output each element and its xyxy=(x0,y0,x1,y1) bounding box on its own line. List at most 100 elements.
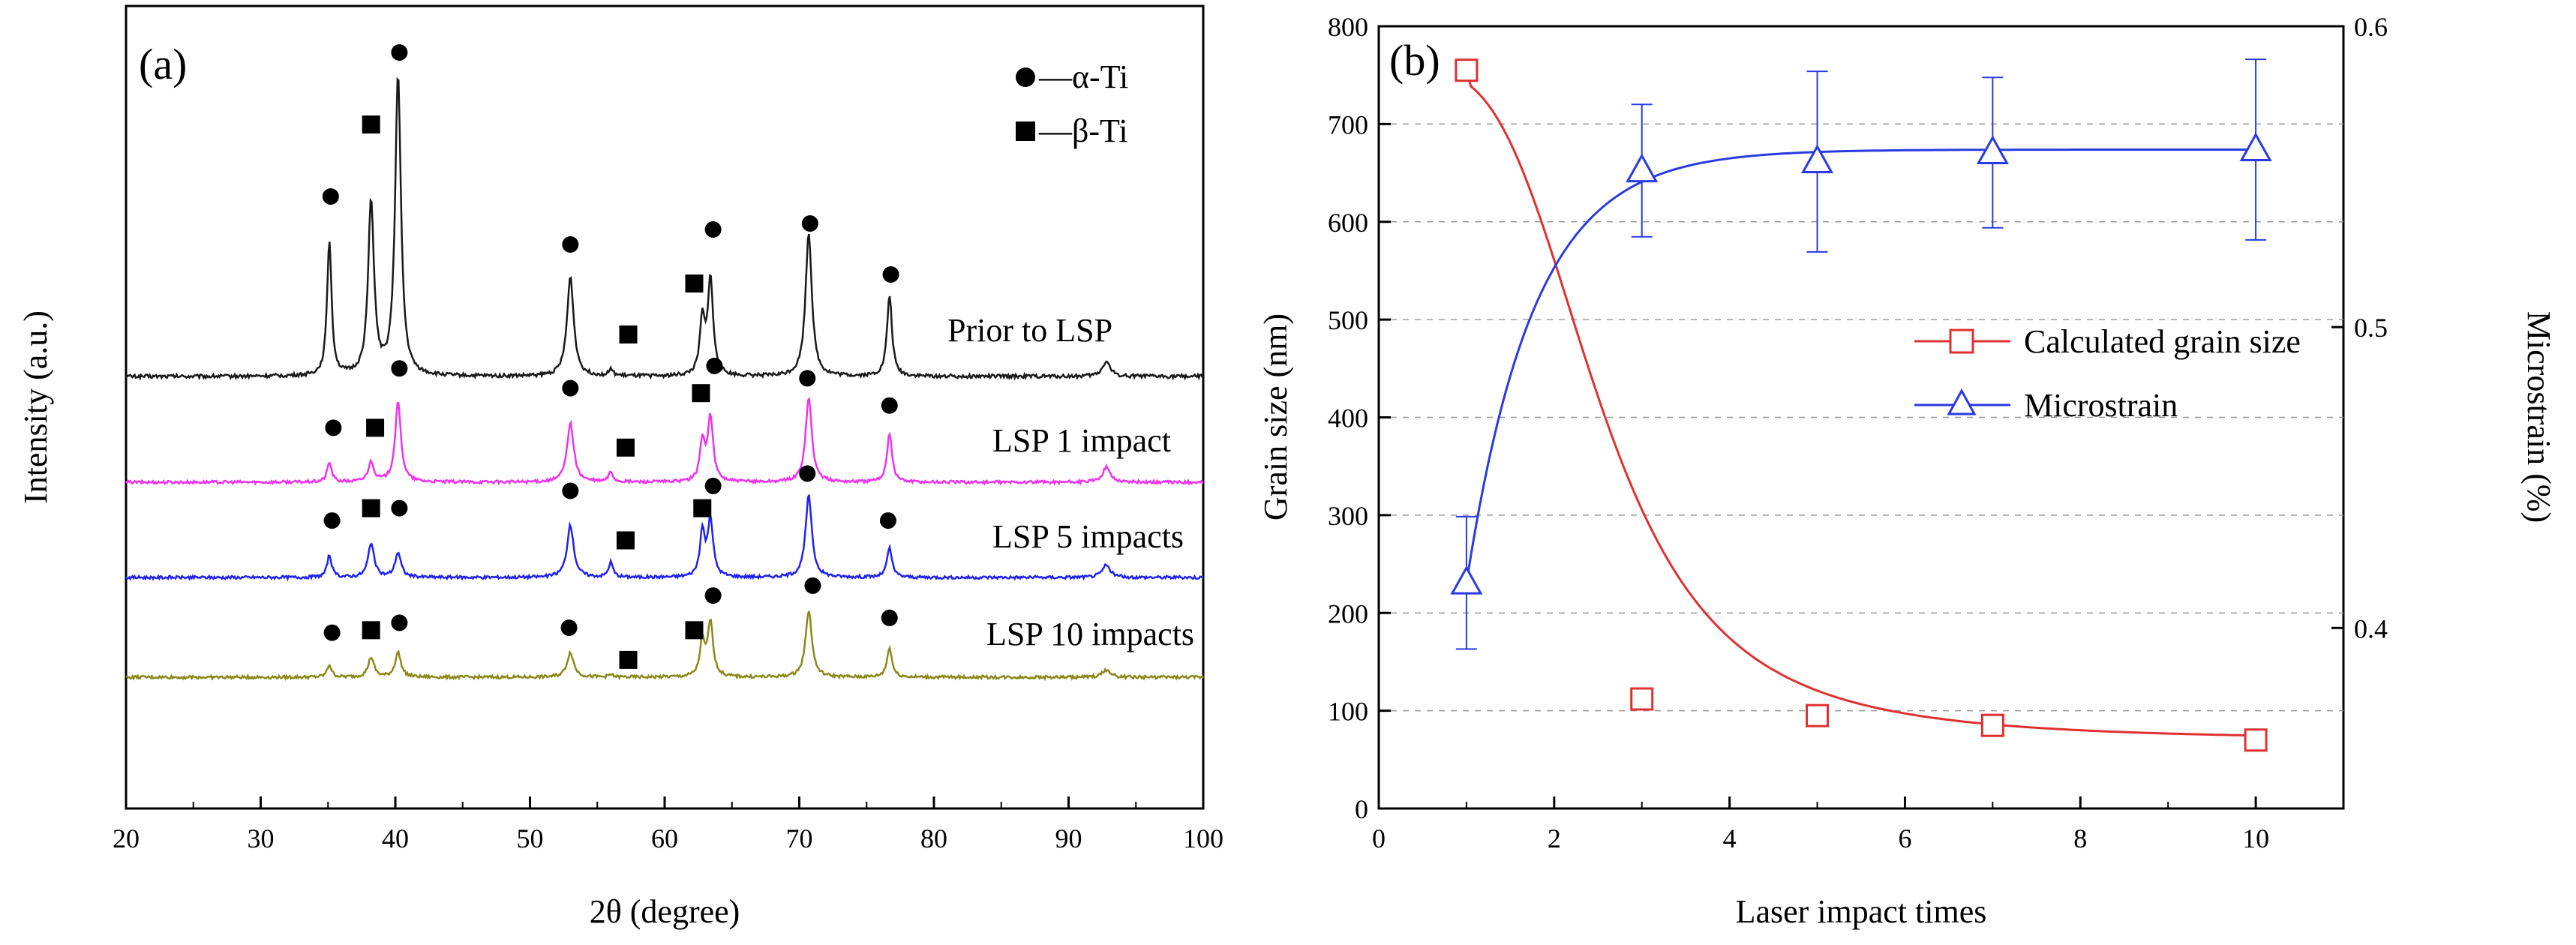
panel-b-y-tick-label-0: 0 xyxy=(1355,794,1368,824)
panel-b-x-tick-label-5: 10 xyxy=(2242,824,2269,854)
microstrain-point-2 xyxy=(1800,144,1834,173)
panel-a-series-group xyxy=(125,44,1205,682)
beta-ti-peak-marker-3-1 xyxy=(362,621,380,640)
panel-b-axes: 0 2 4 6 8 1001002003004005006007008000.40.50.… xyxy=(1328,12,2388,854)
alpha-ti-peak-marker-3-7 xyxy=(804,577,821,594)
panel-b-y-tick-label-2: 200 xyxy=(1328,598,1368,628)
panel-a-x-tick-label-6: 80 xyxy=(920,824,947,854)
microstrain-fit-curve xyxy=(1465,148,2256,584)
alpha-ti-peak-marker-1-6 xyxy=(706,357,723,374)
beta-ti-peak-marker-0-5 xyxy=(685,274,704,292)
panel-b-y-tick-label-1: 100 xyxy=(1328,697,1368,727)
panel-b-y-tick-label-3: 300 xyxy=(1328,501,1368,531)
grain-size-fit-curve xyxy=(1465,70,2256,737)
microstrain-point-1 xyxy=(1626,153,1659,183)
panel-a-x-tick-label-8: 100 xyxy=(1183,824,1223,854)
alpha-ti-peak-marker-1-0 xyxy=(325,419,342,436)
panel-b-label: (b) xyxy=(1389,36,1440,85)
legend-microstrain-marker xyxy=(1947,388,1977,416)
alpha-ti-peak-marker-3-3 xyxy=(560,620,578,636)
alpha-ti-peak-marker-0-6 xyxy=(704,221,722,238)
legend-alpha-ti-label: —α-Ti xyxy=(1038,58,1128,95)
legend-grain-label: Calculated grain size xyxy=(2024,323,2301,360)
panel-b-y-tick-label-6: 600 xyxy=(1328,208,1368,238)
panel-b-y-tick-label-5: 500 xyxy=(1328,305,1368,335)
alpha-ti-peak-marker-1-3 xyxy=(562,380,579,397)
alpha-ti-peak-marker-2-6 xyxy=(704,477,722,494)
alpha-ti-peak-marker-3-6 xyxy=(704,587,722,604)
alpha-ti-peak-marker-2-8 xyxy=(879,512,896,530)
legend-microstrain-label: Microstrain xyxy=(2024,387,2178,424)
grain-size-point-1 xyxy=(1630,687,1654,711)
xrd-pattern-0 xyxy=(125,76,1204,381)
panel-a-x-tick-label-5: 70 xyxy=(786,824,813,854)
alpha-ti-peak-marker-3-8 xyxy=(881,609,898,626)
xrd-pattern-2 xyxy=(125,494,1204,582)
grain-size-point-3 xyxy=(1980,713,2004,737)
panel-b-grain-strain-chart: (b) 0 2 4 6 8 1001002003004005006007008000.40… xyxy=(1257,12,2557,930)
panel-a-x-axis-label: 2θ (degree) xyxy=(590,893,740,930)
panel-a-series-labels: Prior to LSP LSP 1 impact LSP 5 impacts … xyxy=(947,312,1194,652)
xrd-pattern-3 xyxy=(125,610,1205,682)
panel-b-x-tick-label-0: 0 xyxy=(1372,824,1386,854)
microstrain-point-0 xyxy=(1450,566,1483,595)
alpha-ti-peak-marker-1-7 xyxy=(799,370,816,387)
panel-a-x-tick-label-7: 90 xyxy=(1055,824,1082,854)
beta-ti-peak-marker-0-1 xyxy=(362,116,380,134)
microstrain-point-3 xyxy=(1976,135,2009,164)
legend-beta-ti-label: —β-Ti xyxy=(1038,112,1128,149)
grain-size-point-2 xyxy=(1806,704,1830,728)
series-label-prior: Prior to LSP xyxy=(947,312,1112,349)
panel-a-y-axis-label: Intensity (a.u.) xyxy=(17,310,54,504)
panel-a-x-tick-label-2: 40 xyxy=(382,824,409,854)
panel-b-x-axis-label: Laser impact times xyxy=(1736,893,1987,930)
series-label-lsp10: LSP 10 impacts xyxy=(986,616,1194,652)
alpha-ti-peak-marker-2-0 xyxy=(323,512,341,530)
alpha-ti-peak-marker-1-2 xyxy=(391,360,408,377)
beta-ti-peak-marker-0-4 xyxy=(619,326,638,344)
beta-ti-peak-marker-1-1 xyxy=(366,418,385,437)
legend-beta-ti-marker xyxy=(1016,122,1035,141)
alpha-ti-peak-marker-0-8 xyxy=(882,266,899,283)
grain-size-point-4 xyxy=(2244,728,2268,752)
panel-b-y2-tick-label-1: 0.5 xyxy=(2354,313,2388,343)
beta-ti-peak-marker-2-5 xyxy=(693,499,712,518)
xrd-pattern-1 xyxy=(125,398,1204,486)
legend-alpha-ti-marker xyxy=(1016,68,1035,87)
microstrain-point-4 xyxy=(2239,132,2272,161)
panel-b-x-tick-label-2: 4 xyxy=(1723,824,1737,854)
panel-b-y2-tick-label-0: 0.4 xyxy=(2354,614,2388,644)
panel-a-x-tick-label-1: 30 xyxy=(248,824,275,854)
panel-b-x-tick-label-3: 6 xyxy=(1898,824,1911,854)
beta-ti-peak-marker-3-4 xyxy=(619,650,638,669)
panel-a-legend: —α-Ti —β-Ti xyxy=(1016,58,1128,149)
panel-b-y-axis-label: Grain size (nm) xyxy=(1257,314,1294,520)
panel-b-y-tick-label-7: 700 xyxy=(1328,110,1368,140)
alpha-ti-peak-marker-0-3 xyxy=(562,236,579,253)
beta-ti-peak-marker-3-5 xyxy=(685,621,704,640)
beta-ti-peak-marker-2-1 xyxy=(362,499,380,518)
panel-b-legend: Calculated grain size Microstrain xyxy=(1914,323,2301,424)
panel-a-xrd-chart: (a) 20 30 40 50 60 70 80 90 100 2θ (degree) Inte… xyxy=(17,4,1223,930)
panel-b-x-tick-label-1: 2 xyxy=(1548,824,1561,854)
panel-a-x-tick-label-4: 60 xyxy=(651,824,678,854)
panel-b-x-tick-label-4: 8 xyxy=(2073,824,2087,854)
alpha-ti-peak-marker-3-2 xyxy=(391,614,408,632)
panel-b-y-tick-label-8: 800 xyxy=(1328,12,1368,42)
alpha-ti-peak-marker-2-3 xyxy=(562,482,579,500)
panel-b-y-tick-label-4: 400 xyxy=(1328,404,1368,434)
legend-grain-marker xyxy=(1949,328,1974,354)
panel-a-x-axis: 20 30 40 50 60 70 80 90 100 xyxy=(113,796,1223,854)
alpha-ti-peak-marker-3-0 xyxy=(323,624,341,641)
panel-a-label: (a) xyxy=(139,40,187,88)
alpha-ti-peak-marker-2-7 xyxy=(799,465,816,482)
series-label-lsp1: LSP 1 impact xyxy=(992,422,1171,459)
panel-b-series-group xyxy=(1450,58,2272,752)
grain-size-point-0 xyxy=(1455,58,1479,82)
panel-a-x-tick-label-3: 50 xyxy=(517,824,544,854)
beta-ti-peak-marker-2-4 xyxy=(616,531,635,550)
panel-b-y2-tick-label-2: 0.6 xyxy=(2354,12,2388,42)
alpha-ti-peak-marker-0-2 xyxy=(391,44,408,61)
alpha-ti-peak-marker-1-8 xyxy=(881,397,898,414)
